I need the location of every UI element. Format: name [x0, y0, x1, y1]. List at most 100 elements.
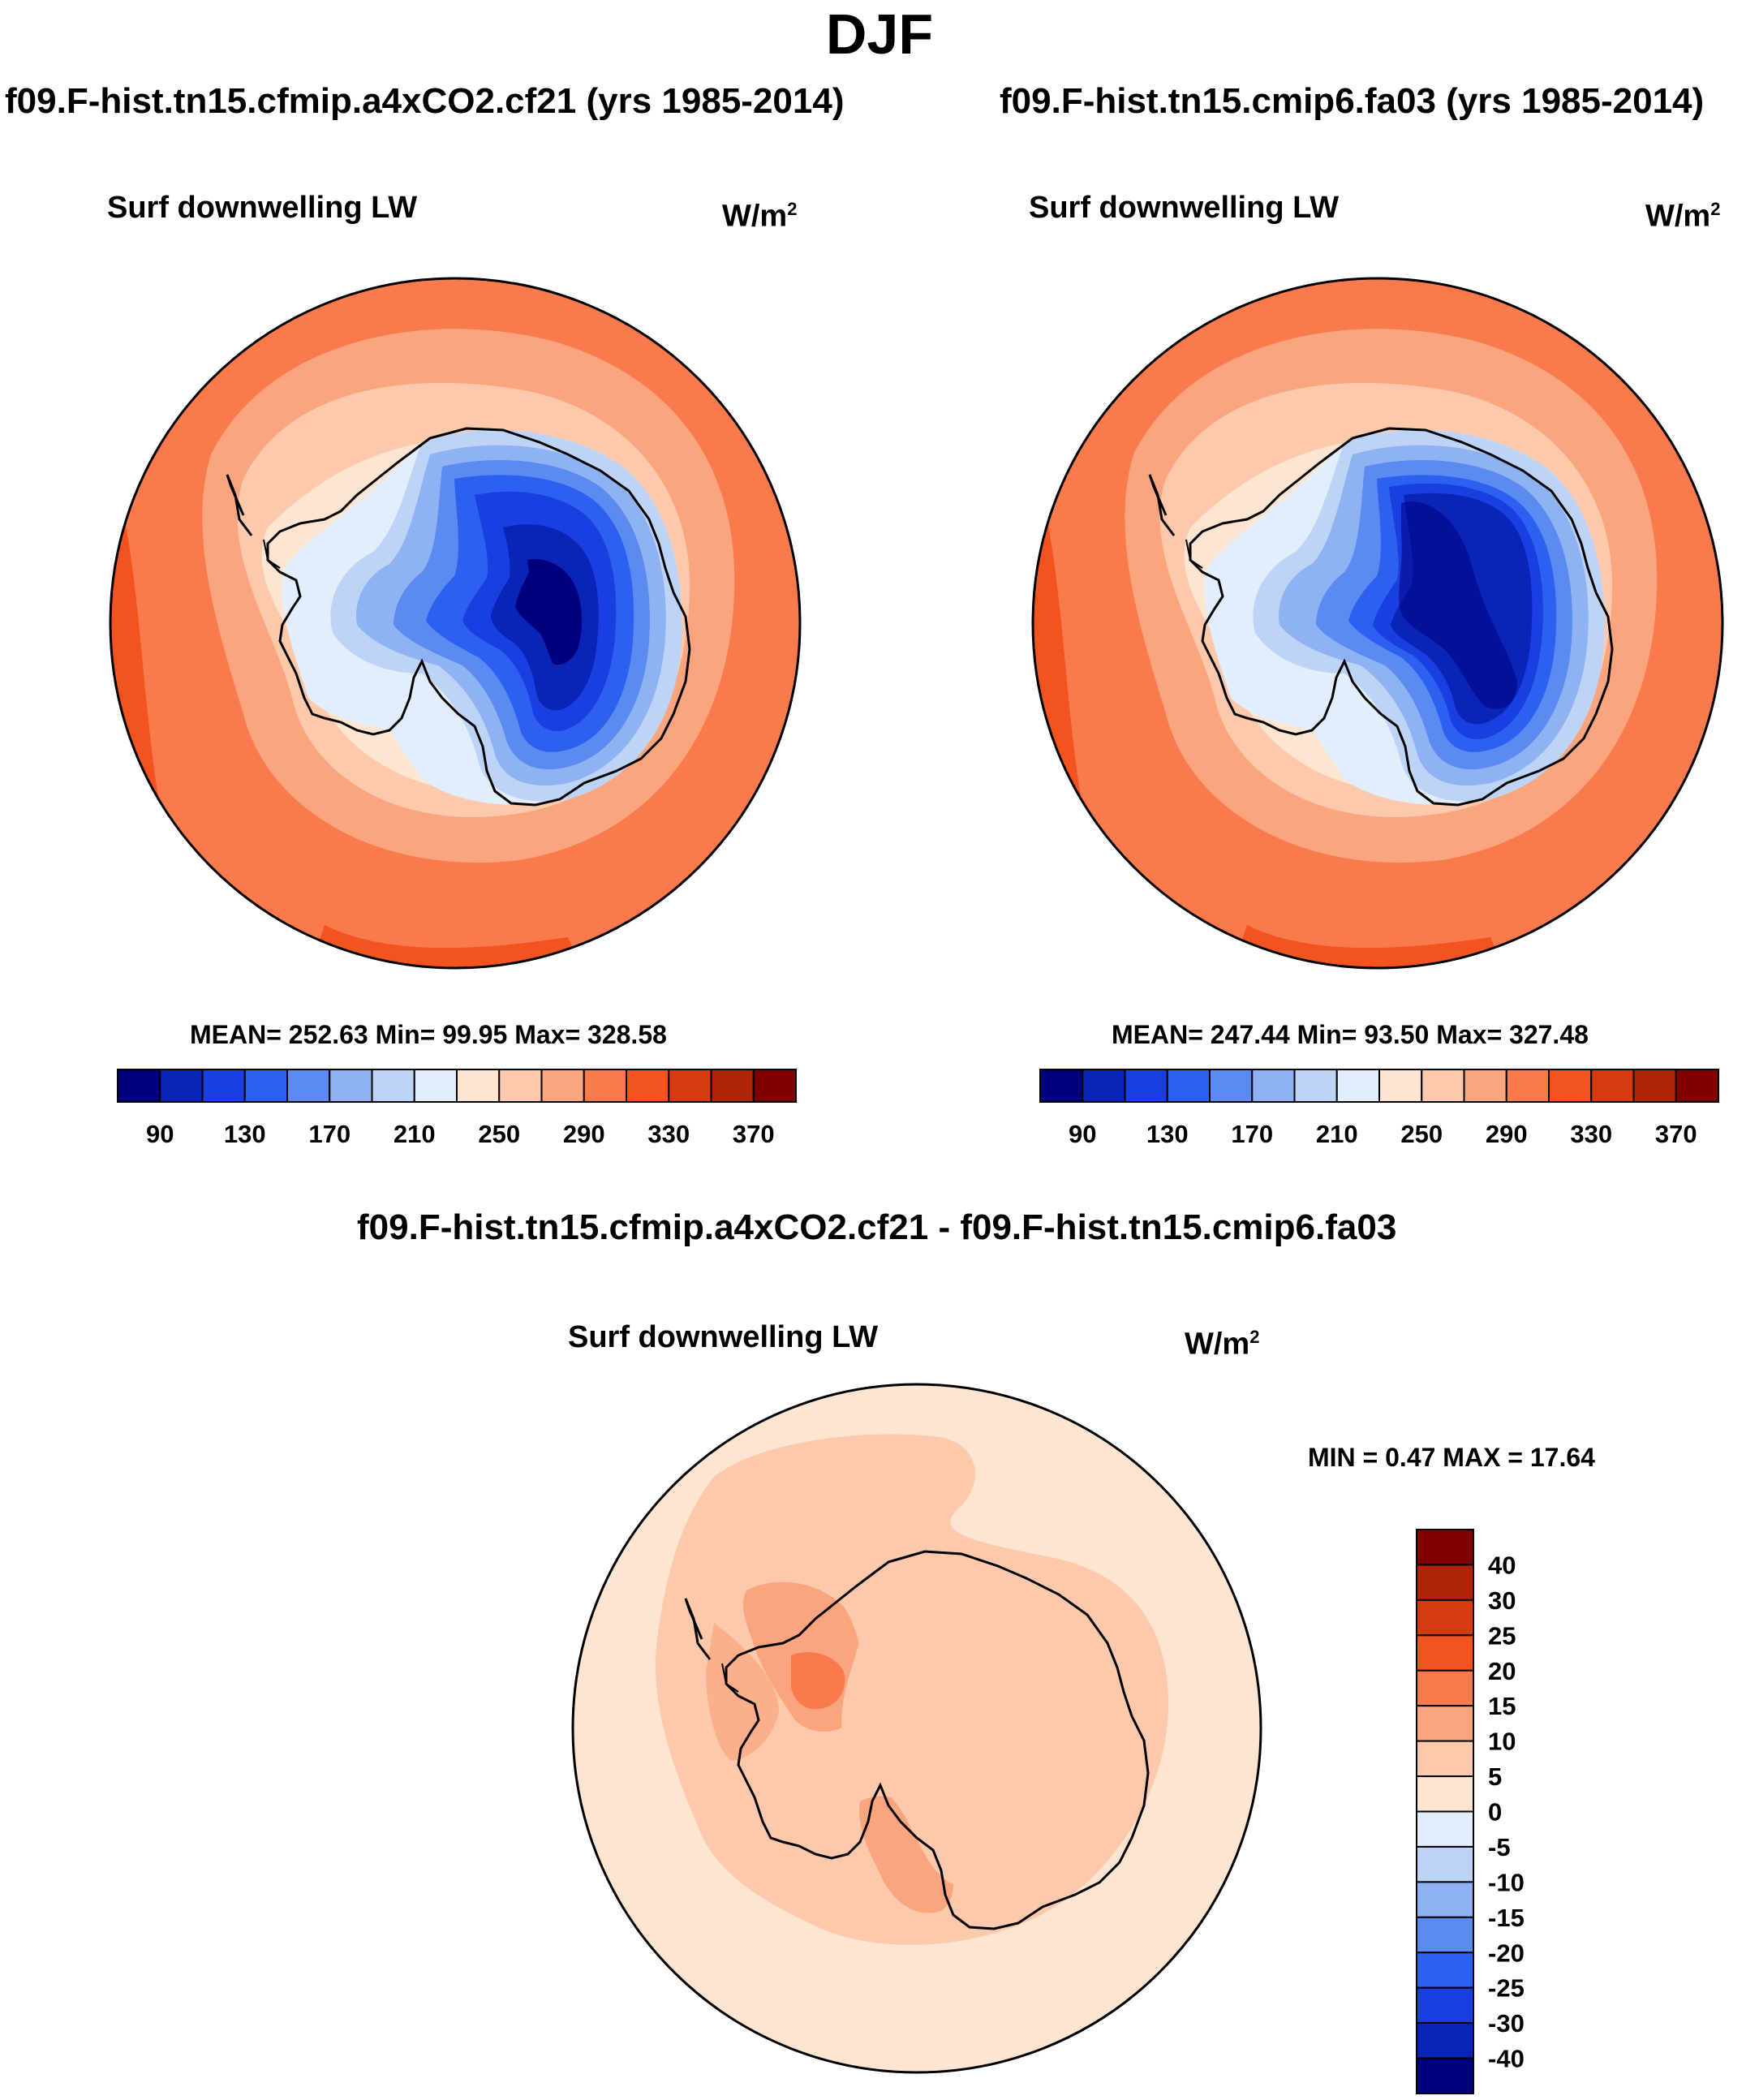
difference-colorbar-box: [1416, 1986, 1474, 2025]
difference-colorbar-box: [1416, 1881, 1474, 1918]
difference-colorbar-box: [1416, 1775, 1474, 1813]
panel2-colorbar-box: [1378, 1069, 1423, 1103]
panel2-colorbar-box: [1335, 1069, 1380, 1103]
difference-colorbar-label: 40: [1488, 1551, 1516, 1579]
panel2-colorbar-label: 90: [1069, 1120, 1096, 1148]
panel1-colorbar-label: 130: [224, 1120, 266, 1148]
panel1-colorbar-label: 170: [308, 1120, 351, 1148]
difference-colorbar-box: [1416, 1599, 1474, 1637]
panel2-colorbar: 90 130 170 210 250 290 330 370: [1039, 1069, 1719, 1148]
panel1-colorbar-box: [159, 1069, 204, 1103]
panel1-colorbar-box: [540, 1069, 585, 1103]
panel1-units: W/m2: [722, 199, 798, 234]
panel1-colorbar-box: [243, 1069, 288, 1103]
difference-colorbar-label: 20: [1488, 1657, 1516, 1685]
difference-colorbar-label: 15: [1488, 1692, 1516, 1720]
panel2-colorbar-label: 250: [1400, 1120, 1443, 1148]
panel2-colorbar-box: [1590, 1069, 1635, 1103]
difference-stats: MIN = 0.47 MAX = 17.64: [1308, 1443, 1595, 1472]
panel1-case-title: f09.F-hist.tn15.cfmip.a4xCO2.cf21 (yrs 1…: [5, 81, 845, 121]
difference-colorbar-box: [1416, 1529, 1474, 1566]
panel1-colorbar-box: [201, 1069, 246, 1103]
panel2-colorbar-box: [1293, 1069, 1338, 1103]
panel1-colorbar-box: [286, 1069, 331, 1103]
difference-colorbar-box: [1416, 1952, 1474, 1989]
panel1-colorbar-label: 330: [647, 1120, 690, 1148]
panel2-colorbar-box: [1632, 1069, 1677, 1103]
panel1-colorbar-label: 210: [394, 1120, 436, 1148]
difference-colorbar-label: 30: [1488, 1586, 1516, 1615]
panel2-colorbar-label: 330: [1570, 1120, 1612, 1148]
difference-colorbar-box: [1416, 1916, 1474, 1954]
difference-colorbar-box: [1416, 2022, 1474, 2059]
panel1-colorbar-box: [626, 1069, 670, 1103]
panel1-colorbar-box: [668, 1069, 712, 1103]
panel1-colorbar-label: 370: [733, 1120, 775, 1148]
difference-colorbar-box: [1416, 1810, 1474, 1848]
panel2-colorbar-box: [1039, 1069, 1084, 1103]
panel1-colorbar-box: [117, 1069, 161, 1103]
panel1-colorbar-box: [710, 1069, 755, 1103]
difference-colorbar-label: -40: [1488, 2045, 1525, 2073]
panel1-colorbar-box: [456, 1069, 501, 1103]
panel2-map-border: [1031, 277, 1724, 970]
panel2-colorbar-box: [1166, 1069, 1211, 1103]
panel2-units: W/m2: [1645, 199, 1721, 234]
panel2-stats: MEAN= 247.44 Min= 93.50 Max= 327.48: [1112, 1020, 1589, 1049]
difference-colorbar-box: [1416, 2057, 1474, 2094]
panel1-colorbar-box: [413, 1069, 458, 1103]
difference-colorbar: 40 30 25 20 15 10 5 0 -5 -10 -15 -20 -25 -30 -40: [1416, 1529, 1525, 2094]
panel1-colorbar: 90 130 170 210 250 290 330 370: [117, 1069, 797, 1148]
difference-colorbar-label: -15: [1488, 1904, 1525, 1932]
panel2-colorbar-box: [1548, 1069, 1593, 1103]
panel2-colorbar-box: [1209, 1069, 1254, 1103]
panel1-map-border: [109, 277, 802, 970]
panel2-colorbar-box: [1505, 1069, 1550, 1103]
panel2-colorbar-label: 170: [1231, 1120, 1273, 1148]
panel2-variable-title: Surf downwelling LW: [1029, 191, 1340, 225]
panel1-colorbar-box: [498, 1069, 543, 1103]
difference-title: f09.F-hist.tn15.cfmip.a4xCO2.cf21 - f09.…: [357, 1207, 1397, 1247]
panel2-colorbar-box: [1463, 1069, 1507, 1103]
panel2-map: [1031, 277, 1724, 970]
difference-colorbar-label: 25: [1488, 1621, 1516, 1650]
difference-colorbar-label: -20: [1488, 1939, 1525, 1967]
panel1-map: [109, 277, 802, 970]
panel1-colorbar-box: [583, 1069, 627, 1103]
panel2-case-title: f09.F-hist.tn15.cmip6.fa03 (yrs 1985-201…: [1000, 81, 1705, 121]
panel2-colorbar-box: [1251, 1069, 1296, 1103]
difference-map-border: [571, 1383, 1262, 2074]
panel1-variable-title: Surf downwelling LW: [107, 191, 418, 225]
panel1-colorbar-label: 250: [478, 1120, 520, 1148]
difference-colorbar-box: [1416, 1705, 1474, 1742]
panel1-colorbar-box: [752, 1069, 797, 1103]
difference-colorbar-label: 10: [1488, 1728, 1516, 1756]
panel2-colorbar-label: 290: [1486, 1120, 1528, 1148]
panel2-colorbar-label: 210: [1316, 1120, 1358, 1148]
panel1-stats: MEAN= 252.63 Min= 99.95 Max= 328.58: [190, 1020, 667, 1049]
difference-colorbar-label: -5: [1488, 1833, 1511, 1861]
panel2-colorbar-label: 370: [1655, 1120, 1697, 1148]
panel2-colorbar-box: [1124, 1069, 1168, 1103]
difference-variable-title: Surf downwelling LW: [568, 1320, 879, 1354]
difference-colorbar-box: [1416, 1669, 1474, 1707]
panel2-colorbar-box: [1421, 1069, 1465, 1103]
panel1-colorbar-box: [329, 1069, 373, 1103]
difference-colorbar-label: -30: [1488, 2009, 1525, 2038]
panel2-colorbar-label: 130: [1146, 1120, 1189, 1148]
panel1-colorbar-label: 90: [146, 1120, 174, 1148]
panel2-colorbar-box: [1082, 1069, 1126, 1103]
difference-colorbar-label: -25: [1488, 1974, 1525, 2003]
difference-units: W/m2: [1185, 1327, 1260, 1362]
difference-colorbar-box: [1416, 1564, 1474, 1601]
figure-title: DJF: [825, 2, 934, 66]
panel1-colorbar-box: [371, 1069, 415, 1103]
difference-colorbar-label: 5: [1488, 1762, 1502, 1791]
panel1-colorbar-label: 290: [563, 1120, 605, 1148]
difference-map: [571, 1383, 1262, 2074]
difference-colorbar-label: -10: [1488, 1868, 1525, 1896]
difference-colorbar-box: [1416, 1740, 1474, 1778]
difference-colorbar-box: [1416, 1634, 1474, 1672]
difference-colorbar-box: [1416, 1845, 1474, 1883]
